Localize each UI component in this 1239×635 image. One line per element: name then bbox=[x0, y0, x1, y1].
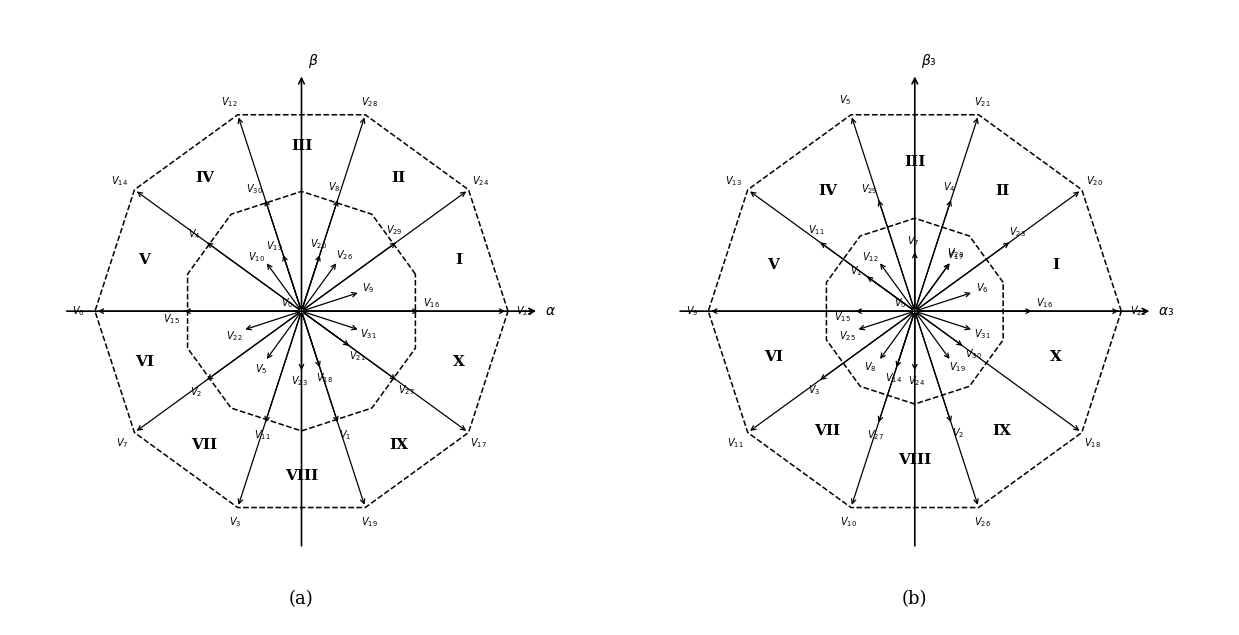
Text: $V_{5}$: $V_{5}$ bbox=[839, 93, 851, 107]
Text: II: II bbox=[995, 184, 1010, 198]
Text: (b): (b) bbox=[902, 590, 928, 608]
Text: $V_{20}$: $V_{20}$ bbox=[1085, 175, 1103, 189]
Text: IV: IV bbox=[818, 184, 836, 198]
Text: $V_{26}$: $V_{26}$ bbox=[336, 248, 353, 262]
Text: $V_{17}$: $V_{17}$ bbox=[947, 248, 964, 262]
Text: $V_{15}$: $V_{15}$ bbox=[834, 311, 851, 324]
Text: VIII: VIII bbox=[898, 453, 932, 467]
Text: $V_{24}$: $V_{24}$ bbox=[908, 375, 926, 388]
Text: $α₃$: $α₃$ bbox=[1158, 304, 1175, 318]
Text: $V_{20}$: $V_{20}$ bbox=[310, 237, 327, 251]
Text: $V_{4}$: $V_{4}$ bbox=[943, 180, 957, 194]
Text: $V_{28}$: $V_{28}$ bbox=[361, 95, 378, 109]
Text: (a): (a) bbox=[289, 590, 313, 608]
Text: $V_{15}$: $V_{15}$ bbox=[164, 312, 180, 326]
Text: $V_{16}$: $V_{16}$ bbox=[424, 296, 440, 310]
Text: $V_{10}$: $V_{10}$ bbox=[840, 515, 857, 529]
Text: $V_{21}$: $V_{21}$ bbox=[974, 95, 991, 109]
Text: $V_{25}$: $V_{25}$ bbox=[517, 304, 533, 318]
Text: III: III bbox=[291, 139, 312, 153]
Text: $V_{23}$: $V_{23}$ bbox=[291, 375, 307, 388]
Text: $V_{21}$: $V_{21}$ bbox=[349, 349, 366, 363]
Text: $V_{22}$: $V_{22}$ bbox=[225, 330, 243, 344]
Text: $V_{13}$: $V_{13}$ bbox=[265, 239, 282, 253]
Text: VI: VI bbox=[135, 355, 154, 369]
Text: IV: IV bbox=[195, 171, 214, 185]
Text: $V_{8}$: $V_{8}$ bbox=[864, 361, 876, 375]
Text: VIII: VIII bbox=[285, 469, 318, 483]
Text: VII: VII bbox=[814, 424, 840, 438]
Text: $V_{29}$: $V_{29}$ bbox=[861, 182, 878, 196]
Text: $β₃$: $β₃$ bbox=[921, 51, 937, 70]
Text: $V_{23}$: $V_{23}$ bbox=[1010, 225, 1026, 239]
Text: $V_{2}$: $V_{2}$ bbox=[952, 427, 964, 440]
Text: $V_{14}$: $V_{14}$ bbox=[885, 371, 902, 385]
Text: $V_{24}$: $V_{24}$ bbox=[472, 175, 489, 189]
Text: $V_{28}$: $V_{28}$ bbox=[947, 246, 964, 260]
Text: $V_{14}$: $V_{14}$ bbox=[112, 175, 129, 189]
Text: $V_{2}$: $V_{2}$ bbox=[191, 385, 202, 399]
Text: $V_{27}$: $V_{27}$ bbox=[398, 383, 415, 397]
Text: $V_{7}$: $V_{7}$ bbox=[115, 436, 129, 450]
Text: $V_{18}$: $V_{18}$ bbox=[1084, 436, 1100, 450]
Text: X: X bbox=[452, 355, 465, 369]
Text: $V_{4}$: $V_{4}$ bbox=[188, 228, 201, 241]
Text: $V_{25}$: $V_{25}$ bbox=[839, 330, 856, 344]
Text: $V_{6}$: $V_{6}$ bbox=[72, 304, 84, 318]
Text: $V_{0}$: $V_{0}$ bbox=[895, 296, 907, 310]
Text: $V_{27}$: $V_{27}$ bbox=[867, 429, 885, 443]
Text: I: I bbox=[455, 253, 462, 267]
Text: I: I bbox=[1053, 258, 1059, 272]
Text: $V_{12}$: $V_{12}$ bbox=[862, 250, 878, 264]
Text: II: II bbox=[392, 171, 405, 185]
Text: $V_{31}$: $V_{31}$ bbox=[974, 328, 990, 342]
Text: $V_{11}$: $V_{11}$ bbox=[727, 436, 743, 450]
Text: $V_{3}$: $V_{3}$ bbox=[229, 515, 242, 529]
Text: $V_{19}$: $V_{19}$ bbox=[361, 515, 378, 529]
Text: IX: IX bbox=[389, 438, 408, 451]
Text: $V_{29}$: $V_{29}$ bbox=[385, 224, 403, 237]
Text: $V_{6}$: $V_{6}$ bbox=[975, 281, 989, 295]
Text: V: V bbox=[139, 253, 150, 267]
Text: $V_{12}$: $V_{12}$ bbox=[221, 95, 238, 109]
Text: $V_{9}$: $V_{9}$ bbox=[363, 281, 375, 295]
Text: $V_{31}$: $V_{31}$ bbox=[361, 328, 377, 342]
Text: $V_{7}$: $V_{7}$ bbox=[907, 234, 919, 248]
Text: $V_{30}$: $V_{30}$ bbox=[245, 182, 263, 196]
Text: $V_{13}$: $V_{13}$ bbox=[725, 175, 742, 189]
Text: $V_{11}$: $V_{11}$ bbox=[254, 429, 271, 443]
Text: $β$: $β$ bbox=[307, 51, 318, 70]
Text: V: V bbox=[767, 258, 779, 272]
Text: $α$: $α$ bbox=[545, 304, 556, 318]
Text: $V_{8}$: $V_{8}$ bbox=[328, 180, 341, 194]
Text: $V_{0}$: $V_{0}$ bbox=[281, 296, 294, 310]
Text: $V_{30}$: $V_{30}$ bbox=[965, 347, 981, 361]
Text: IX: IX bbox=[992, 424, 1012, 438]
Text: $V_{5}$: $V_{5}$ bbox=[255, 363, 268, 377]
Text: $V_{3}$: $V_{3}$ bbox=[808, 383, 820, 397]
Text: $V_{1}$: $V_{1}$ bbox=[850, 264, 862, 277]
Text: $V_{11}$: $V_{11}$ bbox=[808, 224, 824, 237]
Text: $V_{1}$: $V_{1}$ bbox=[338, 429, 351, 443]
Text: $V_{17}$: $V_{17}$ bbox=[471, 436, 487, 450]
Text: $V_{9}$: $V_{9}$ bbox=[685, 304, 698, 318]
Text: $V_{26}$: $V_{26}$ bbox=[974, 515, 991, 529]
Text: VI: VI bbox=[764, 350, 783, 364]
Text: $V_{19}$: $V_{19}$ bbox=[949, 361, 965, 375]
Text: $V_{10}$: $V_{10}$ bbox=[248, 250, 265, 264]
Text: III: III bbox=[904, 156, 926, 170]
Text: $V_{16}$: $V_{16}$ bbox=[1037, 296, 1053, 310]
Text: X: X bbox=[1051, 350, 1062, 364]
Text: VII: VII bbox=[191, 438, 218, 451]
Text: $V_{18}$: $V_{18}$ bbox=[316, 371, 333, 385]
Text: $V_{22}$: $V_{22}$ bbox=[1130, 304, 1146, 318]
